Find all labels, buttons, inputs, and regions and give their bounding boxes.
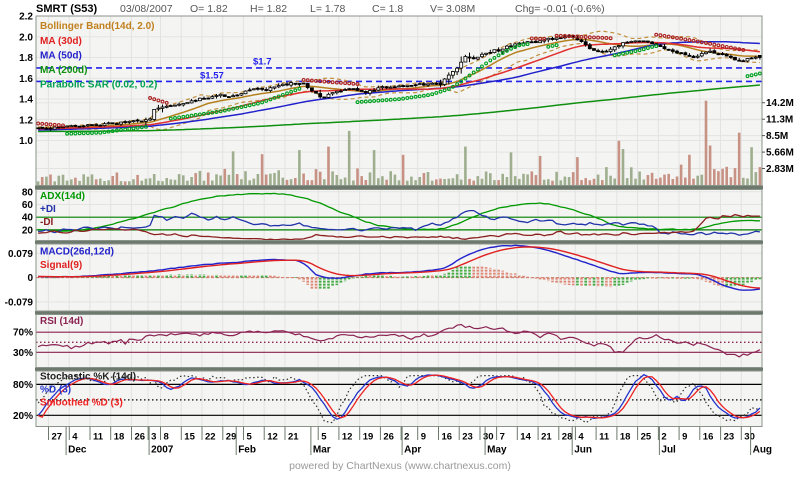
svg-text:4: 4 bbox=[72, 432, 78, 443]
svg-text:Chg= -0.01 (-0.6%): Chg= -0.01 (-0.6%) bbox=[515, 3, 605, 15]
svg-text:2007: 2007 bbox=[151, 445, 174, 456]
svg-text:18: 18 bbox=[620, 432, 631, 443]
svg-text:2.83M: 2.83M bbox=[766, 164, 794, 175]
svg-text:Parabolic SAR (0.02, 0.2): Parabolic SAR (0.02, 0.2) bbox=[40, 80, 157, 91]
svg-text:$1.7: $1.7 bbox=[253, 57, 272, 68]
svg-text:12: 12 bbox=[267, 432, 278, 443]
svg-text:ADX(14d): ADX(14d) bbox=[40, 191, 85, 202]
svg-text:30: 30 bbox=[744, 432, 755, 443]
svg-text:MA (50d): MA (50d) bbox=[40, 51, 82, 62]
svg-text:21: 21 bbox=[288, 432, 299, 443]
svg-text:15: 15 bbox=[184, 432, 195, 443]
svg-text:3: 3 bbox=[151, 432, 156, 443]
svg-text:11.3M: 11.3M bbox=[766, 115, 793, 126]
svg-text:+DI: +DI bbox=[40, 204, 56, 215]
svg-text:20%: 20% bbox=[13, 411, 33, 422]
svg-text:$1.57: $1.57 bbox=[200, 71, 224, 82]
svg-text:7: 7 bbox=[500, 432, 505, 443]
svg-text:RSI (14d): RSI (14d) bbox=[40, 316, 83, 327]
svg-text:2.2: 2.2 bbox=[19, 12, 33, 23]
svg-text:Signal(9): Signal(9) bbox=[40, 260, 82, 271]
svg-text:25: 25 bbox=[641, 432, 652, 443]
svg-text:4: 4 bbox=[578, 432, 584, 443]
svg-text:Aug: Aug bbox=[753, 445, 772, 456]
svg-text:1.0: 1.0 bbox=[19, 136, 33, 147]
svg-text:powered by ChartNexus (www.cha: powered by ChartNexus (www.chartnexus.co… bbox=[289, 460, 511, 472]
svg-text:14: 14 bbox=[520, 432, 531, 443]
svg-text:9: 9 bbox=[682, 432, 687, 443]
svg-text:2: 2 bbox=[661, 432, 666, 443]
svg-text:May: May bbox=[487, 445, 507, 456]
svg-text:8.5M: 8.5M bbox=[766, 131, 788, 142]
svg-text:Smoothed %D (3): Smoothed %D (3) bbox=[40, 398, 123, 409]
svg-text:Feb: Feb bbox=[238, 445, 256, 456]
svg-text:40: 40 bbox=[22, 213, 34, 224]
svg-text:H= 1.82: H= 1.82 bbox=[250, 3, 287, 15]
svg-text:SMRT (S53): SMRT (S53) bbox=[36, 3, 97, 15]
svg-text:26: 26 bbox=[135, 432, 146, 443]
svg-text:-0.079: -0.079 bbox=[5, 297, 34, 308]
svg-text:18: 18 bbox=[114, 432, 125, 443]
svg-text:2.0: 2.0 bbox=[19, 32, 33, 43]
svg-text:19: 19 bbox=[363, 432, 374, 443]
svg-text:22: 22 bbox=[205, 432, 216, 443]
svg-text:0.079: 0.079 bbox=[8, 249, 33, 260]
svg-text:L= 1.78: L= 1.78 bbox=[310, 3, 345, 15]
svg-text:30: 30 bbox=[483, 432, 494, 443]
svg-text:11: 11 bbox=[93, 432, 104, 443]
svg-text:23: 23 bbox=[462, 432, 473, 443]
svg-text:28: 28 bbox=[562, 432, 573, 443]
svg-text:Apr: Apr bbox=[404, 445, 421, 456]
svg-text:16: 16 bbox=[442, 432, 453, 443]
svg-text:Jun: Jun bbox=[574, 445, 592, 456]
svg-text:1.4: 1.4 bbox=[19, 95, 33, 106]
svg-text:14.2M: 14.2M bbox=[766, 98, 794, 109]
svg-text:30%: 30% bbox=[13, 348, 33, 359]
svg-text:O= 1.82: O= 1.82 bbox=[190, 3, 228, 15]
svg-text:%D (3): %D (3) bbox=[40, 385, 71, 396]
svg-text:80: 80 bbox=[22, 187, 34, 198]
svg-text:5: 5 bbox=[321, 432, 327, 443]
svg-text:5.66M: 5.66M bbox=[766, 148, 794, 159]
svg-text:70%: 70% bbox=[13, 328, 33, 339]
svg-text:12: 12 bbox=[342, 432, 353, 443]
svg-text:Dec: Dec bbox=[68, 445, 87, 456]
svg-text:16: 16 bbox=[703, 432, 714, 443]
svg-text:11: 11 bbox=[599, 432, 610, 443]
svg-text:2: 2 bbox=[404, 432, 409, 443]
svg-text:MACD(26d,12d): MACD(26d,12d) bbox=[40, 247, 114, 258]
svg-text:Mar: Mar bbox=[313, 445, 331, 456]
svg-text:1.2: 1.2 bbox=[19, 115, 33, 126]
svg-text:20: 20 bbox=[22, 225, 34, 236]
svg-text:27: 27 bbox=[52, 432, 63, 443]
svg-text:8: 8 bbox=[164, 432, 169, 443]
svg-text:29: 29 bbox=[226, 432, 237, 443]
svg-text:Jul: Jul bbox=[661, 445, 676, 456]
svg-text:MA (200d): MA (200d) bbox=[40, 65, 87, 76]
svg-text:Stochastic %K (14d): Stochastic %K (14d) bbox=[40, 372, 136, 383]
svg-text:80%: 80% bbox=[13, 380, 33, 391]
svg-text:26: 26 bbox=[383, 432, 394, 443]
svg-text:60: 60 bbox=[22, 200, 34, 211]
svg-text:-DI: -DI bbox=[40, 217, 54, 228]
svg-text:MA (30d): MA (30d) bbox=[40, 36, 82, 47]
svg-text:V= 3.08M: V= 3.08M bbox=[430, 3, 475, 15]
svg-text:1.8: 1.8 bbox=[19, 53, 33, 64]
svg-text:21: 21 bbox=[541, 432, 552, 443]
svg-text:03/08/2007: 03/08/2007 bbox=[120, 3, 173, 15]
svg-text:0: 0 bbox=[27, 273, 33, 284]
svg-text:9: 9 bbox=[421, 432, 426, 443]
svg-text:C= 1.8: C= 1.8 bbox=[372, 3, 403, 15]
svg-text:5: 5 bbox=[247, 432, 253, 443]
svg-text:Bollinger Band(14d, 2.0): Bollinger Band(14d, 2.0) bbox=[40, 21, 154, 32]
svg-text:23: 23 bbox=[724, 432, 735, 443]
svg-text:1.6: 1.6 bbox=[19, 74, 33, 85]
